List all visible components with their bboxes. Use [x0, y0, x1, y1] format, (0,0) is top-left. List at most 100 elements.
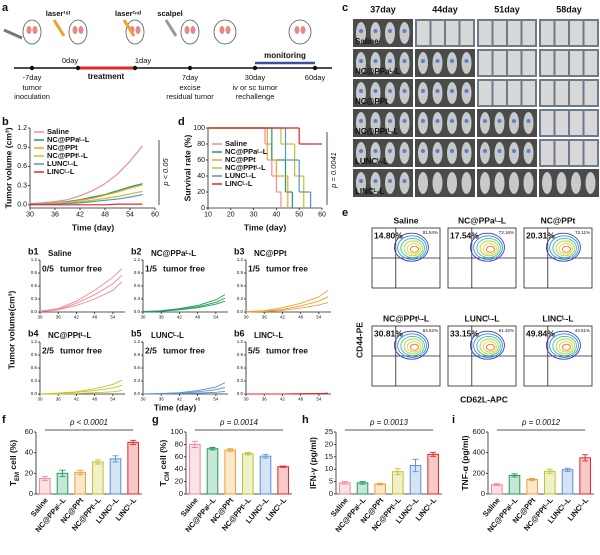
tumor-free-label: tumor free: [60, 263, 102, 273]
signal: [373, 179, 378, 183]
bar: [561, 469, 574, 495]
x-tick-label: 48: [195, 396, 201, 401]
mouse-photo: [556, 172, 567, 194]
legend-label: NC@PPt: [225, 155, 256, 164]
subpanel-title: NC@PPaᴸ-L: [151, 249, 196, 258]
signal: [388, 59, 392, 63]
y-tick-label: 25: [325, 427, 333, 436]
y-tick-label: 0.3: [134, 296, 141, 301]
y-axis-label-part: TNF-α (pg/ml): [460, 435, 470, 490]
contour: [406, 341, 421, 353]
y-tick-label: 0.9: [237, 270, 244, 275]
bar: [224, 449, 236, 495]
panel-label: g: [152, 414, 159, 426]
x-axis-label: Time (day): [244, 222, 287, 232]
p-value: p < 0.0001: [69, 418, 108, 427]
tumor-free-count: 2/5: [145, 345, 157, 355]
empty-slot: [479, 81, 492, 105]
timeline-note: excise: [179, 83, 200, 92]
y-axis-label-part: T: [158, 480, 168, 486]
flow-title: LUNCᴸ-L: [465, 313, 500, 323]
series-line: [29, 184, 143, 205]
timeline-note: inoculation: [14, 92, 50, 101]
panel-label: a: [2, 2, 9, 14]
x-tick-label: 48: [101, 212, 109, 219]
contour: [393, 232, 429, 262]
signal: [402, 149, 407, 153]
photo-group: NC@PPtᴸ-L: [355, 127, 398, 136]
legend-label: NC@PPaᴸ-L: [225, 147, 268, 156]
contour: [476, 335, 501, 357]
mouse-body: [22, 19, 42, 45]
subpanel-label: b6: [234, 328, 245, 338]
y-axis-label-part: T: [8, 480, 18, 486]
mouse-photo: [447, 172, 457, 194]
x-tick-label: 36: [262, 314, 268, 319]
x-tick-label: 42: [74, 396, 80, 401]
empty-slot: [508, 81, 521, 105]
mouse-icon: [68, 19, 88, 45]
y-axis-label-part: EM: [15, 472, 21, 481]
y-tick-label: 20: [175, 477, 183, 486]
timeline-day: 7day: [182, 73, 199, 82]
legend-label: LINCᴸ-L: [225, 179, 253, 188]
y-tick-label: 0.0: [17, 202, 27, 209]
empty-slot: [541, 111, 554, 135]
x-axis-label: Time (day): [72, 222, 115, 232]
mouse-lung: [225, 26, 231, 34]
x-tick-label: 42: [177, 396, 183, 401]
tumor-free-count: 2/5: [42, 345, 54, 355]
x-tick-label: 60: [318, 212, 326, 219]
x-tick-label: 54: [213, 314, 219, 319]
bar: [206, 448, 219, 495]
contour: [552, 237, 577, 259]
signal: [402, 59, 407, 63]
signal: [435, 119, 440, 123]
mouse-lung: [219, 26, 225, 34]
error-bar: [582, 454, 589, 462]
legend-label: NC@PPt: [47, 143, 78, 152]
flow-percent: 17.54%: [450, 230, 479, 240]
flow-title: NC@PPaᴸ-L: [458, 215, 506, 225]
signal: [464, 149, 469, 153]
photo-group: NC@PPt: [355, 97, 388, 106]
y-tick-label: 20: [325, 439, 333, 448]
timeline-tick: [187, 65, 193, 71]
x-tick-label: 48: [92, 314, 98, 319]
y-tick-label: 0: [481, 489, 485, 498]
empty-slot: [555, 51, 568, 75]
series-line: [39, 281, 123, 313]
mouse-photo: [509, 172, 519, 194]
legend-label: NC@PPaᴸ-L: [47, 135, 90, 144]
empty-slot: [541, 141, 554, 165]
bar: [189, 443, 201, 495]
signal: [450, 89, 454, 93]
flow-title: LINCᴸ-L: [542, 313, 573, 323]
tool-icon: [52, 19, 66, 37]
y-tick-label: 600: [472, 427, 485, 436]
mouse-photo: [480, 172, 490, 194]
legend-label: Saline: [47, 127, 69, 136]
series-line: [30, 193, 143, 205]
x-tick-label: 54: [110, 314, 116, 319]
flow-percent: 14.80%: [374, 230, 403, 240]
empty-slot: [541, 81, 554, 105]
panel-label: b: [2, 116, 9, 128]
tool-icon: [122, 19, 136, 37]
subpanel-label: b3: [234, 246, 245, 256]
panel-label: i: [452, 414, 455, 426]
x-tick-label: 60: [151, 212, 159, 219]
series-line: [143, 390, 226, 395]
error-bar: [377, 482, 384, 486]
subpanel-label: b4: [28, 328, 39, 338]
empty-slot: [431, 21, 444, 45]
y-tick-label: 1.2: [17, 125, 27, 132]
photo-group: LINCᴸ-L: [355, 187, 384, 196]
error-bar: [262, 453, 269, 459]
timeline-note: iv or sc tumor: [232, 83, 278, 92]
y-tick-label: 1.2: [237, 339, 244, 344]
x-tick-label: 30: [37, 314, 43, 319]
y-tick-label: 0.9: [17, 144, 27, 151]
bar: [526, 479, 538, 495]
signal: [359, 149, 363, 153]
